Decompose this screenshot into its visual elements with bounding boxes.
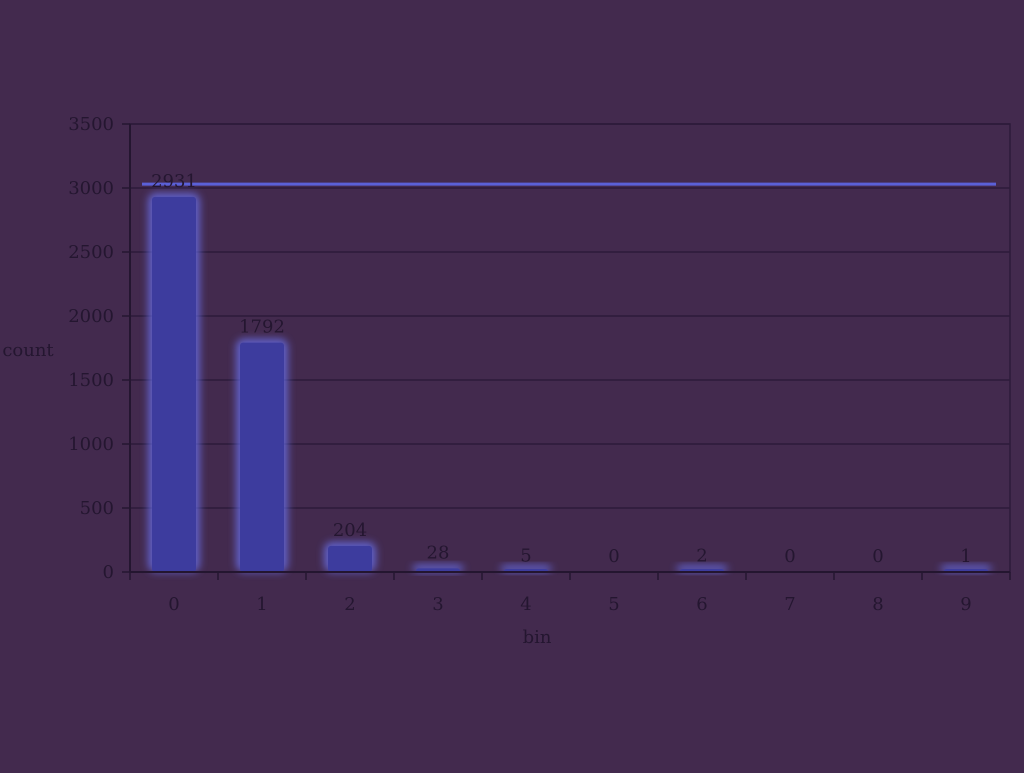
- y-tick-label: 1500: [68, 370, 114, 391]
- x-tick-label: 8: [872, 594, 883, 615]
- y-axis-title: count: [2, 340, 54, 361]
- y-tick-label: 2000: [68, 306, 114, 327]
- x-tick-label: 6: [696, 594, 707, 615]
- data-label: 204: [333, 520, 367, 541]
- x-tick-label: 9: [960, 594, 971, 615]
- y-tick-label: 500: [80, 498, 114, 519]
- x-tick-label: 3: [432, 594, 443, 615]
- x-axis-title: bin: [523, 627, 552, 648]
- data-label: 1: [960, 546, 971, 567]
- x-tick-label: 2: [344, 594, 355, 615]
- x-tick-label: 5: [608, 594, 619, 615]
- x-tick-label: 7: [784, 594, 795, 615]
- y-tick-label: 3000: [68, 178, 114, 199]
- data-label: 0: [784, 546, 795, 567]
- data-label: 0: [608, 546, 619, 567]
- x-tick-label: 1: [256, 594, 267, 615]
- bar: [240, 342, 284, 572]
- data-label: 5: [520, 545, 531, 566]
- bar: [152, 196, 196, 572]
- y-tick-label: 0: [103, 562, 114, 583]
- data-label: 0: [872, 546, 883, 567]
- x-tick-label: 0: [168, 594, 179, 615]
- x-tick-label: 4: [520, 594, 531, 615]
- data-label: 2: [696, 546, 707, 567]
- y-tick-label: 1000: [68, 434, 114, 455]
- data-label: 28: [427, 542, 450, 563]
- data-label: 2931: [151, 171, 197, 192]
- bar: [328, 545, 372, 572]
- y-tick-label: 2500: [68, 242, 114, 263]
- data-label: 1792: [239, 317, 285, 338]
- y-tick-label: 3500: [68, 114, 114, 135]
